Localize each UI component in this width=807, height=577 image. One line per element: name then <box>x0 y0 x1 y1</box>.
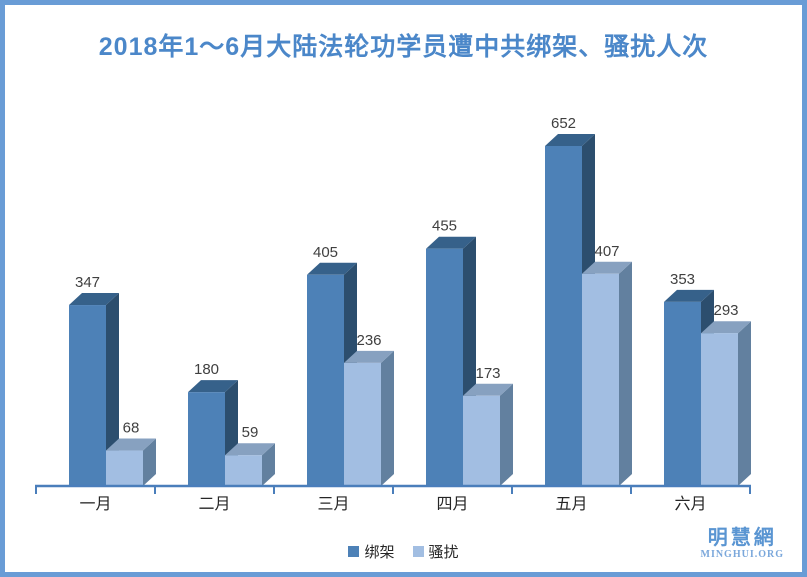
bar-side-face <box>738 321 751 486</box>
bar-front-face <box>582 273 619 486</box>
bar-value-label: 59 <box>242 424 259 441</box>
chart-title: 2018年1～6月大陆法轮功学员遭中共绑架、骚扰人次 <box>98 33 709 61</box>
bar-front-face <box>344 362 381 486</box>
chart-legend: 绑架 骚扰 <box>5 541 802 562</box>
bar-value-label: 347 <box>75 274 100 291</box>
bar-value-label: 407 <box>594 243 619 260</box>
bar-side-face <box>106 293 119 486</box>
bar-top-face <box>307 262 357 275</box>
bar-top-face <box>701 321 751 334</box>
bar-value-label: 652 <box>551 115 576 132</box>
bar-front-face <box>463 395 500 486</box>
bar-top-face <box>426 236 476 249</box>
bar-top-face <box>545 134 595 146</box>
bar-value-label: 68 <box>123 420 140 437</box>
legend-item: 绑架 <box>348 541 395 562</box>
site-branding: 明慧網 MINGHUI.ORG <box>700 526 785 561</box>
bar-side-face <box>143 438 156 486</box>
bar-value-label: 180 <box>194 361 219 378</box>
category-label: 三月 <box>317 496 349 513</box>
site-name-logo: 明慧網 <box>707 526 777 549</box>
category-label: 六月 <box>674 495 706 513</box>
bar-front-face <box>106 450 143 486</box>
legend-item: 骚扰 <box>412 541 459 562</box>
bar-top-face <box>69 293 119 306</box>
category-label: 一月 <box>79 496 111 513</box>
bar-front-face <box>426 248 463 486</box>
bar-front-face <box>664 301 701 486</box>
category-label: 二月 <box>198 496 230 513</box>
bar-value-label: 405 <box>313 244 338 261</box>
bar-side-face <box>500 383 513 486</box>
bar-value-label: 236 <box>356 332 381 349</box>
bar-top-face <box>225 443 275 456</box>
bar-top-face <box>463 383 513 396</box>
bar-top-face <box>106 438 156 451</box>
bar-top-face <box>664 289 714 302</box>
bar-value-label: 353 <box>670 271 695 288</box>
bar-side-face <box>381 350 394 486</box>
site-url-text: MINGHUI.ORG <box>700 548 784 560</box>
bar-value-label: 455 <box>432 218 457 235</box>
bar-top-face <box>344 350 394 363</box>
bar-value-label: 173 <box>475 365 500 382</box>
legend-swatch <box>412 546 424 557</box>
bar-front-face <box>701 333 738 486</box>
bar-side-face <box>619 261 632 486</box>
legend-swatch <box>348 546 360 557</box>
category-label: 五月 <box>555 496 587 513</box>
bar-front-face <box>188 392 225 486</box>
bar-front-face <box>69 305 106 486</box>
bar-top-face <box>188 380 238 393</box>
legend-label: 绑架 <box>364 544 395 561</box>
bar-front-face <box>307 274 344 486</box>
bar-chart-plot: 347 68 一月 180 59 二月 405 236 三月 455 173 四月 652 407 五月 35… <box>35 115 751 513</box>
bar-value-label: 293 <box>713 302 738 319</box>
legend-label: 骚扰 <box>428 544 459 561</box>
bar-top-face <box>582 261 632 274</box>
category-label: 四月 <box>436 496 468 513</box>
bar-front-face <box>545 146 582 486</box>
bar-front-face <box>225 455 262 486</box>
bar-side-face <box>262 443 275 486</box>
